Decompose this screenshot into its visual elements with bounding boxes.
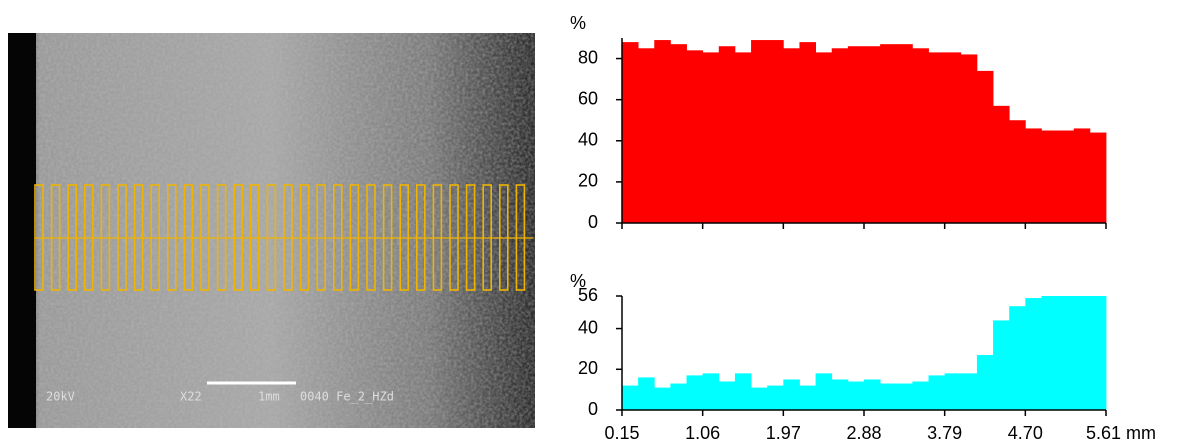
bar — [896, 383, 913, 410]
y-tick-label: 40 — [578, 130, 598, 150]
y-axis-label: % — [570, 271, 586, 291]
bar — [734, 52, 752, 224]
bar — [993, 105, 1010, 223]
x-tick-label: 1.06 — [685, 423, 720, 443]
bar — [1025, 128, 1042, 223]
bar — [767, 40, 784, 223]
bar — [783, 48, 800, 224]
bar — [1089, 296, 1107, 410]
bar — [831, 48, 849, 224]
bar — [622, 42, 639, 223]
bar — [1041, 296, 1058, 410]
bar — [880, 44, 897, 223]
x-tick-label: 4.70 — [1008, 423, 1043, 443]
bar — [944, 373, 962, 410]
bar — [912, 381, 929, 410]
bar — [1073, 128, 1091, 223]
bar — [847, 46, 865, 223]
y-tick-label: 0 — [588, 212, 598, 232]
y-tick-label: 40 — [578, 317, 598, 337]
bar — [718, 46, 736, 223]
bar — [702, 373, 720, 410]
bar — [1057, 130, 1075, 223]
bar — [751, 40, 768, 223]
bar — [638, 48, 655, 224]
bar — [976, 70, 994, 223]
bar — [815, 373, 833, 410]
bar — [993, 320, 1010, 410]
y-tick-label: 56 — [578, 285, 598, 305]
bar — [686, 50, 704, 224]
bar — [702, 52, 720, 224]
bar — [847, 381, 865, 410]
x-tick-label: 2.88 — [846, 423, 881, 443]
bar — [638, 377, 655, 410]
bar — [928, 52, 946, 224]
image-label: 20kV — [46, 390, 75, 404]
x-tick-label: 3.79 — [927, 423, 962, 443]
bar — [960, 373, 978, 410]
bar — [1041, 130, 1058, 223]
bar — [734, 373, 752, 410]
image-label: 1mm — [258, 390, 280, 404]
y-tick-label: 20 — [578, 358, 598, 378]
bar — [670, 44, 687, 223]
y-tick-label: 0 — [588, 399, 598, 419]
image-label: 0040 Fe_2_HZd — [300, 390, 394, 404]
bar — [1057, 296, 1075, 410]
bar — [622, 385, 639, 410]
sem-texture — [8, 33, 535, 428]
bar — [670, 383, 687, 410]
bar — [1009, 120, 1026, 223]
bar — [928, 375, 946, 410]
bar — [783, 379, 800, 410]
x-tick-label: 5.61 mm — [1086, 423, 1156, 443]
bar — [864, 379, 881, 410]
bar — [1073, 296, 1091, 410]
bar — [815, 52, 833, 224]
bar — [654, 40, 671, 223]
sem-image: 20kV X22 1mm 0040 Fe_2_HZd — [8, 33, 535, 428]
bar — [960, 54, 978, 223]
y-axis-label: % — [570, 13, 586, 33]
bar — [864, 46, 881, 223]
x-tick-label: 1.97 — [766, 423, 801, 443]
bar — [686, 375, 704, 410]
bar — [831, 379, 849, 410]
bar — [976, 355, 994, 410]
image-label: X22 — [180, 390, 202, 404]
bar — [896, 44, 913, 223]
bar — [654, 387, 671, 410]
bar — [880, 383, 897, 410]
y-tick-label: 60 — [578, 88, 598, 108]
bar — [944, 52, 962, 224]
bar — [912, 48, 929, 224]
bar — [1089, 132, 1107, 223]
y-tick-label: 80 — [578, 47, 598, 67]
bar — [1009, 306, 1026, 410]
bar — [767, 385, 784, 410]
bar — [1025, 298, 1042, 410]
sem-edge — [8, 33, 36, 428]
bar — [718, 381, 736, 410]
x-tick-label: 0.15 — [604, 423, 639, 443]
bar — [751, 387, 768, 410]
y-tick-label: 20 — [578, 171, 598, 191]
bar — [799, 385, 816, 410]
bar — [799, 42, 816, 223]
